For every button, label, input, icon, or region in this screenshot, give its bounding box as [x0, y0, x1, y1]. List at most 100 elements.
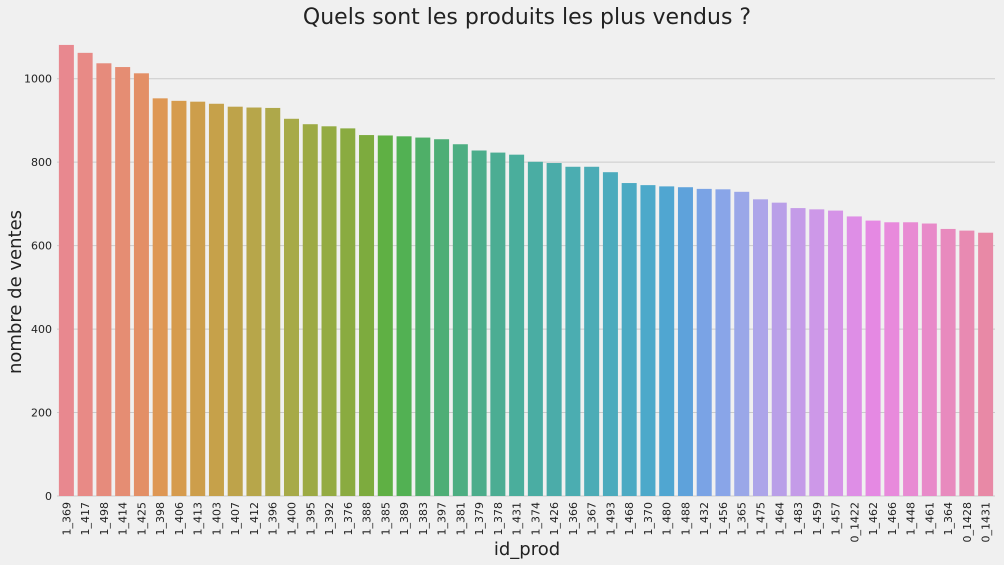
- bar-1_367: [584, 166, 600, 496]
- x-tick-label: 1_366: [567, 502, 580, 536]
- x-tick-label: 1_385: [379, 502, 392, 536]
- bar-1_432: [696, 188, 712, 496]
- x-tick-label: 1_378: [492, 502, 505, 536]
- x-tick-label: 1_414: [117, 502, 130, 536]
- bar-1_414: [115, 67, 131, 496]
- bar-1_392: [321, 126, 337, 497]
- x-tick-label: 1_480: [661, 502, 674, 536]
- bar-1_488: [677, 187, 693, 496]
- x-tick-label: 1_374: [529, 502, 542, 536]
- y-tick-labels: 0 200 400 600 800 1000: [24, 73, 52, 503]
- x-tick-label: 1_383: [417, 502, 430, 536]
- x-tick-label: 1_367: [586, 502, 599, 536]
- y-tick-label: 800: [31, 156, 52, 169]
- x-tick-label: 1_364: [942, 502, 955, 536]
- bar-1_407: [227, 106, 243, 497]
- y-tick-label: 600: [31, 240, 52, 253]
- x-tick-label: 1_365: [736, 502, 749, 536]
- bar-1_462: [865, 220, 881, 496]
- bar-1_388: [359, 135, 375, 497]
- bar-1_461: [921, 223, 937, 496]
- bar-0_1428: [959, 230, 975, 496]
- x-tick-label: 1_403: [210, 502, 223, 536]
- bar-1_457: [828, 210, 844, 496]
- bar-1_425: [133, 73, 149, 496]
- x-tick-label: 1_468: [623, 502, 636, 536]
- bar-1_413: [190, 101, 206, 496]
- x-tick-label: 1_456: [717, 502, 730, 536]
- x-tick-label: 1_457: [830, 502, 843, 536]
- x-tick-label: 1_379: [473, 502, 486, 536]
- x-tick-label: 1_407: [229, 502, 242, 536]
- x-tick-label: 1_376: [342, 502, 355, 536]
- x-tick-label: 1_412: [248, 502, 261, 536]
- bar-1_398: [152, 98, 168, 497]
- bar-1_468: [621, 183, 637, 496]
- x-tick-label: 1_493: [604, 502, 617, 536]
- x-tick-label: 1_398: [154, 502, 167, 536]
- y-tick-label: 200: [31, 407, 52, 420]
- bar-1_365: [734, 191, 750, 497]
- bar-1_403: [208, 103, 224, 496]
- bar-1_379: [471, 150, 487, 497]
- bar-1_383: [415, 137, 431, 496]
- bar-1_378: [490, 152, 506, 497]
- x-tick-label: 1_448: [905, 502, 918, 536]
- bar-1_459: [809, 209, 825, 497]
- x-tick-label: 1_388: [361, 502, 374, 536]
- chart-title: Quels sont les produits les plus vendus …: [303, 5, 751, 30]
- x-tick-label: 1_400: [286, 502, 299, 536]
- bar-1_475: [752, 199, 769, 496]
- bar-1_493: [602, 172, 618, 497]
- bar-1_400: [283, 118, 300, 496]
- x-tick-label: 1_369: [60, 502, 73, 536]
- x-tick-label: 1_389: [398, 502, 411, 536]
- bar-1_396: [265, 107, 281, 496]
- bar-0_1422: [846, 216, 862, 496]
- x-tick-label: 0_1428: [961, 502, 974, 543]
- bar-1_483: [790, 208, 806, 496]
- bar-1_431: [509, 154, 525, 497]
- bar-1_397: [434, 139, 450, 496]
- x-tick-label: 0_1431: [980, 502, 993, 543]
- bar-1_366: [565, 166, 581, 496]
- bars: [58, 44, 994, 497]
- x-tick-label: 1_461: [923, 502, 936, 536]
- bar-1_466: [884, 222, 900, 496]
- bar-1_385: [377, 135, 393, 496]
- x-tick-label: 1_462: [867, 502, 880, 536]
- x-tick-label: 1_466: [886, 502, 899, 536]
- x-tick-label: 1_425: [135, 502, 148, 536]
- x-tick-label: 1_426: [548, 502, 561, 536]
- bar-1_406: [171, 100, 187, 497]
- x-tick-label: 1_483: [792, 502, 805, 536]
- bar-1_448: [903, 222, 919, 496]
- x-tick-label: 1_397: [436, 502, 449, 536]
- x-tick-label: 1_406: [173, 502, 186, 536]
- x-tick-label: 1_395: [304, 502, 317, 536]
- x-tick-label: 1_417: [79, 502, 92, 536]
- bar-1_389: [396, 136, 412, 496]
- x-tick-label: 1_459: [811, 502, 824, 536]
- bar-1_381: [452, 144, 468, 497]
- bar-1_370: [640, 185, 656, 496]
- x-tick-label: 1_413: [192, 502, 205, 536]
- x-tick-labels: 1_369 1_417 1_498 1_414 1_425 1_398 1_406 1_413…: [60, 502, 992, 543]
- y-tick-label: 1000: [24, 73, 52, 86]
- bar-1_364: [940, 228, 956, 497]
- bar-1_374: [527, 161, 543, 497]
- x-tick-label: 1_396: [267, 502, 280, 536]
- bar-1_369: [58, 44, 74, 496]
- bar-1_498: [96, 63, 112, 497]
- bar-1_417: [77, 52, 93, 497]
- y-axis-label: nombre de ventes: [5, 210, 26, 374]
- x-tick-label: 1_392: [323, 502, 336, 536]
- x-tick-label: 1_475: [755, 502, 768, 536]
- bar-1_395: [302, 124, 318, 497]
- y-tick-label: 0: [45, 490, 52, 503]
- x-tick-label: 1_488: [679, 502, 692, 536]
- bar-1_376: [340, 128, 356, 496]
- x-tick-label: 1_370: [642, 502, 655, 536]
- x-tick-label: 1_498: [98, 502, 111, 536]
